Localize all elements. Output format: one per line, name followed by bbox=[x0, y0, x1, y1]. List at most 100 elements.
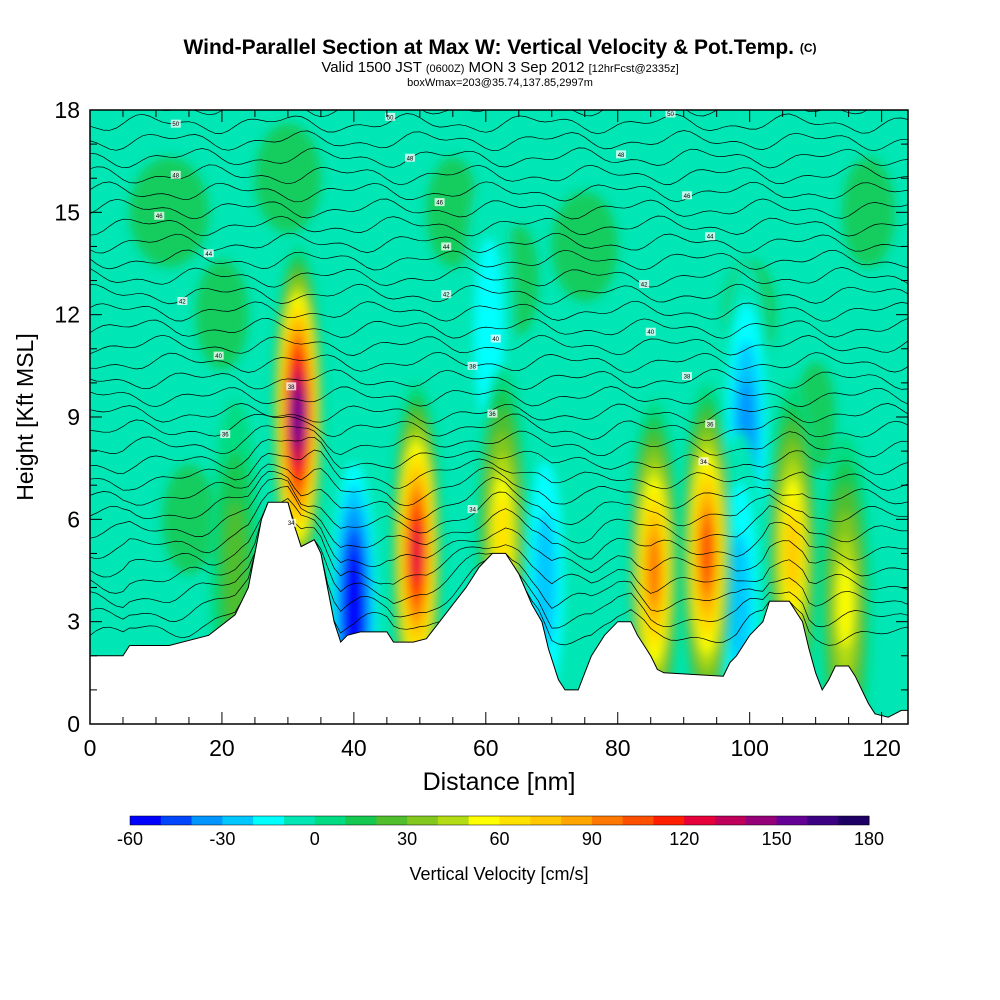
isentrope-line bbox=[90, 369, 908, 390]
colorbar-swatch bbox=[468, 816, 500, 825]
isentrope-line bbox=[90, 283, 908, 305]
weak-updraft-region bbox=[551, 191, 618, 302]
updraft-contour bbox=[785, 517, 800, 590]
chart-box-info: boxWmax=203@35.74,137.85,2997m bbox=[407, 77, 593, 89]
colorbar-frame bbox=[129, 815, 870, 826]
x-tick-label: 60 bbox=[473, 735, 499, 761]
y-tick-label: 0 bbox=[67, 711, 80, 737]
colorbar-tick-label: 150 bbox=[762, 829, 792, 849]
downdraft-contour bbox=[728, 532, 751, 670]
colorbar-tick-label: -60 bbox=[117, 829, 143, 849]
isentrope-label-bg bbox=[220, 430, 231, 439]
colorbar-swatch bbox=[222, 816, 254, 825]
isentrope-label: 42 bbox=[179, 300, 186, 306]
y-axis-label: Height [Kft MSL] bbox=[12, 333, 38, 500]
y-tick-label: 6 bbox=[67, 506, 80, 532]
colorbar-swatch bbox=[561, 816, 593, 825]
isentrope-label: 34 bbox=[700, 460, 707, 466]
isentrope-label-bg bbox=[487, 409, 498, 418]
isentrope-line bbox=[90, 449, 908, 491]
isentrope-line bbox=[90, 300, 908, 322]
updraft-contour bbox=[647, 538, 661, 603]
isentrope-line bbox=[90, 164, 908, 186]
isentrope-label: 44 bbox=[443, 245, 450, 251]
colorbar-swatch bbox=[807, 816, 839, 825]
isentrope-label: 50 bbox=[387, 115, 394, 121]
colorbar-tick-label: 90 bbox=[582, 829, 602, 849]
isentrope-label-bg bbox=[698, 457, 709, 466]
isentrope-line bbox=[90, 403, 908, 424]
colorbar-swatch bbox=[499, 816, 531, 825]
isentrope-line bbox=[90, 113, 908, 135]
isentrope-line bbox=[90, 386, 908, 408]
isentrope-label-bg bbox=[441, 290, 452, 299]
isentrope-label: 44 bbox=[205, 252, 212, 258]
isentrope-label-bg bbox=[467, 361, 478, 370]
isentrope-label-bg bbox=[682, 191, 693, 200]
isentrope-label: 36 bbox=[489, 412, 496, 418]
isentrope-label-bg bbox=[682, 372, 693, 381]
isentrope-label-bg bbox=[441, 242, 452, 251]
x-tick-label: 40 bbox=[341, 735, 367, 761]
colorbar-tick-label: 30 bbox=[397, 829, 417, 849]
chart-title: Wind-Parallel Section at Max W: Vertical… bbox=[183, 36, 817, 59]
isentrope-label: 38 bbox=[684, 375, 691, 381]
isentrope-line bbox=[90, 463, 908, 509]
updraft-contour bbox=[410, 524, 423, 583]
isentrope-label: 50 bbox=[667, 112, 674, 118]
isentrope-label-bg bbox=[467, 505, 478, 514]
colorbar-tick-label: 120 bbox=[669, 829, 699, 849]
colorbar-swatch bbox=[407, 816, 439, 825]
isentrope-label-bg bbox=[645, 327, 656, 336]
isentrope-line bbox=[90, 147, 908, 169]
x-tick-label: 120 bbox=[862, 735, 900, 761]
isentrope-label: 36 bbox=[222, 433, 229, 439]
colorbar-swatch bbox=[345, 816, 377, 825]
isentrope-label: 34 bbox=[288, 521, 295, 527]
weak-updraft-region bbox=[842, 157, 895, 268]
isentrope-label-bg bbox=[286, 382, 297, 391]
title-block: Wind-Parallel Section at Max W: Vertical… bbox=[0, 36, 1000, 89]
colorbar-swatch bbox=[745, 816, 778, 825]
isentrope-label-bg bbox=[286, 518, 297, 527]
isentrope-label: 48 bbox=[172, 173, 179, 179]
updraft-contour bbox=[837, 561, 853, 648]
weak-updraft-region bbox=[195, 259, 249, 370]
isentrope-label: 40 bbox=[492, 337, 499, 343]
colorbar-swatch bbox=[591, 816, 624, 825]
isentrope-label-bg bbox=[665, 110, 676, 118]
isentrope-line bbox=[90, 232, 908, 254]
colorbar-swatch bbox=[437, 816, 470, 825]
colorbar-tick-label: 0 bbox=[310, 829, 320, 849]
y-tick-label: 3 bbox=[67, 609, 80, 635]
y-tick-label: 15 bbox=[54, 199, 80, 225]
isentrope-label-bg bbox=[639, 279, 650, 288]
isentrope-label: 44 bbox=[707, 235, 714, 241]
isentrope-label: 46 bbox=[684, 194, 691, 200]
colorbar-swatch bbox=[715, 816, 747, 825]
isentrope-line bbox=[90, 501, 908, 594]
chart-subtitle: Valid 1500 JST (0600Z) MON 3 Sep 2012 [1… bbox=[321, 59, 679, 76]
colorbar-swatch bbox=[376, 816, 408, 825]
isentrope-line bbox=[90, 436, 908, 476]
colorbar-swatch bbox=[838, 816, 870, 825]
isentrope-line bbox=[90, 478, 908, 544]
colorbar-swatch bbox=[253, 816, 285, 825]
isentrope-line bbox=[90, 130, 908, 152]
isentrope-label: 48 bbox=[407, 156, 414, 162]
x-tick-label: 80 bbox=[605, 735, 631, 761]
colorbar-swatch bbox=[622, 816, 654, 825]
updraft-contour bbox=[292, 390, 304, 444]
colorbar-swatch bbox=[653, 816, 685, 825]
isentrope-label: 48 bbox=[618, 153, 625, 159]
isentrope-line bbox=[90, 181, 908, 203]
weak-updraft-region bbox=[162, 464, 216, 575]
isentrope-label-bg bbox=[170, 119, 181, 128]
colorbar-swatch bbox=[776, 816, 808, 825]
isentrope-line bbox=[90, 498, 908, 578]
isentrope-label-bg bbox=[705, 232, 716, 241]
isentrope-line bbox=[90, 215, 908, 237]
x-axis: 0 20 40 60 80 100 120 bbox=[84, 110, 901, 761]
